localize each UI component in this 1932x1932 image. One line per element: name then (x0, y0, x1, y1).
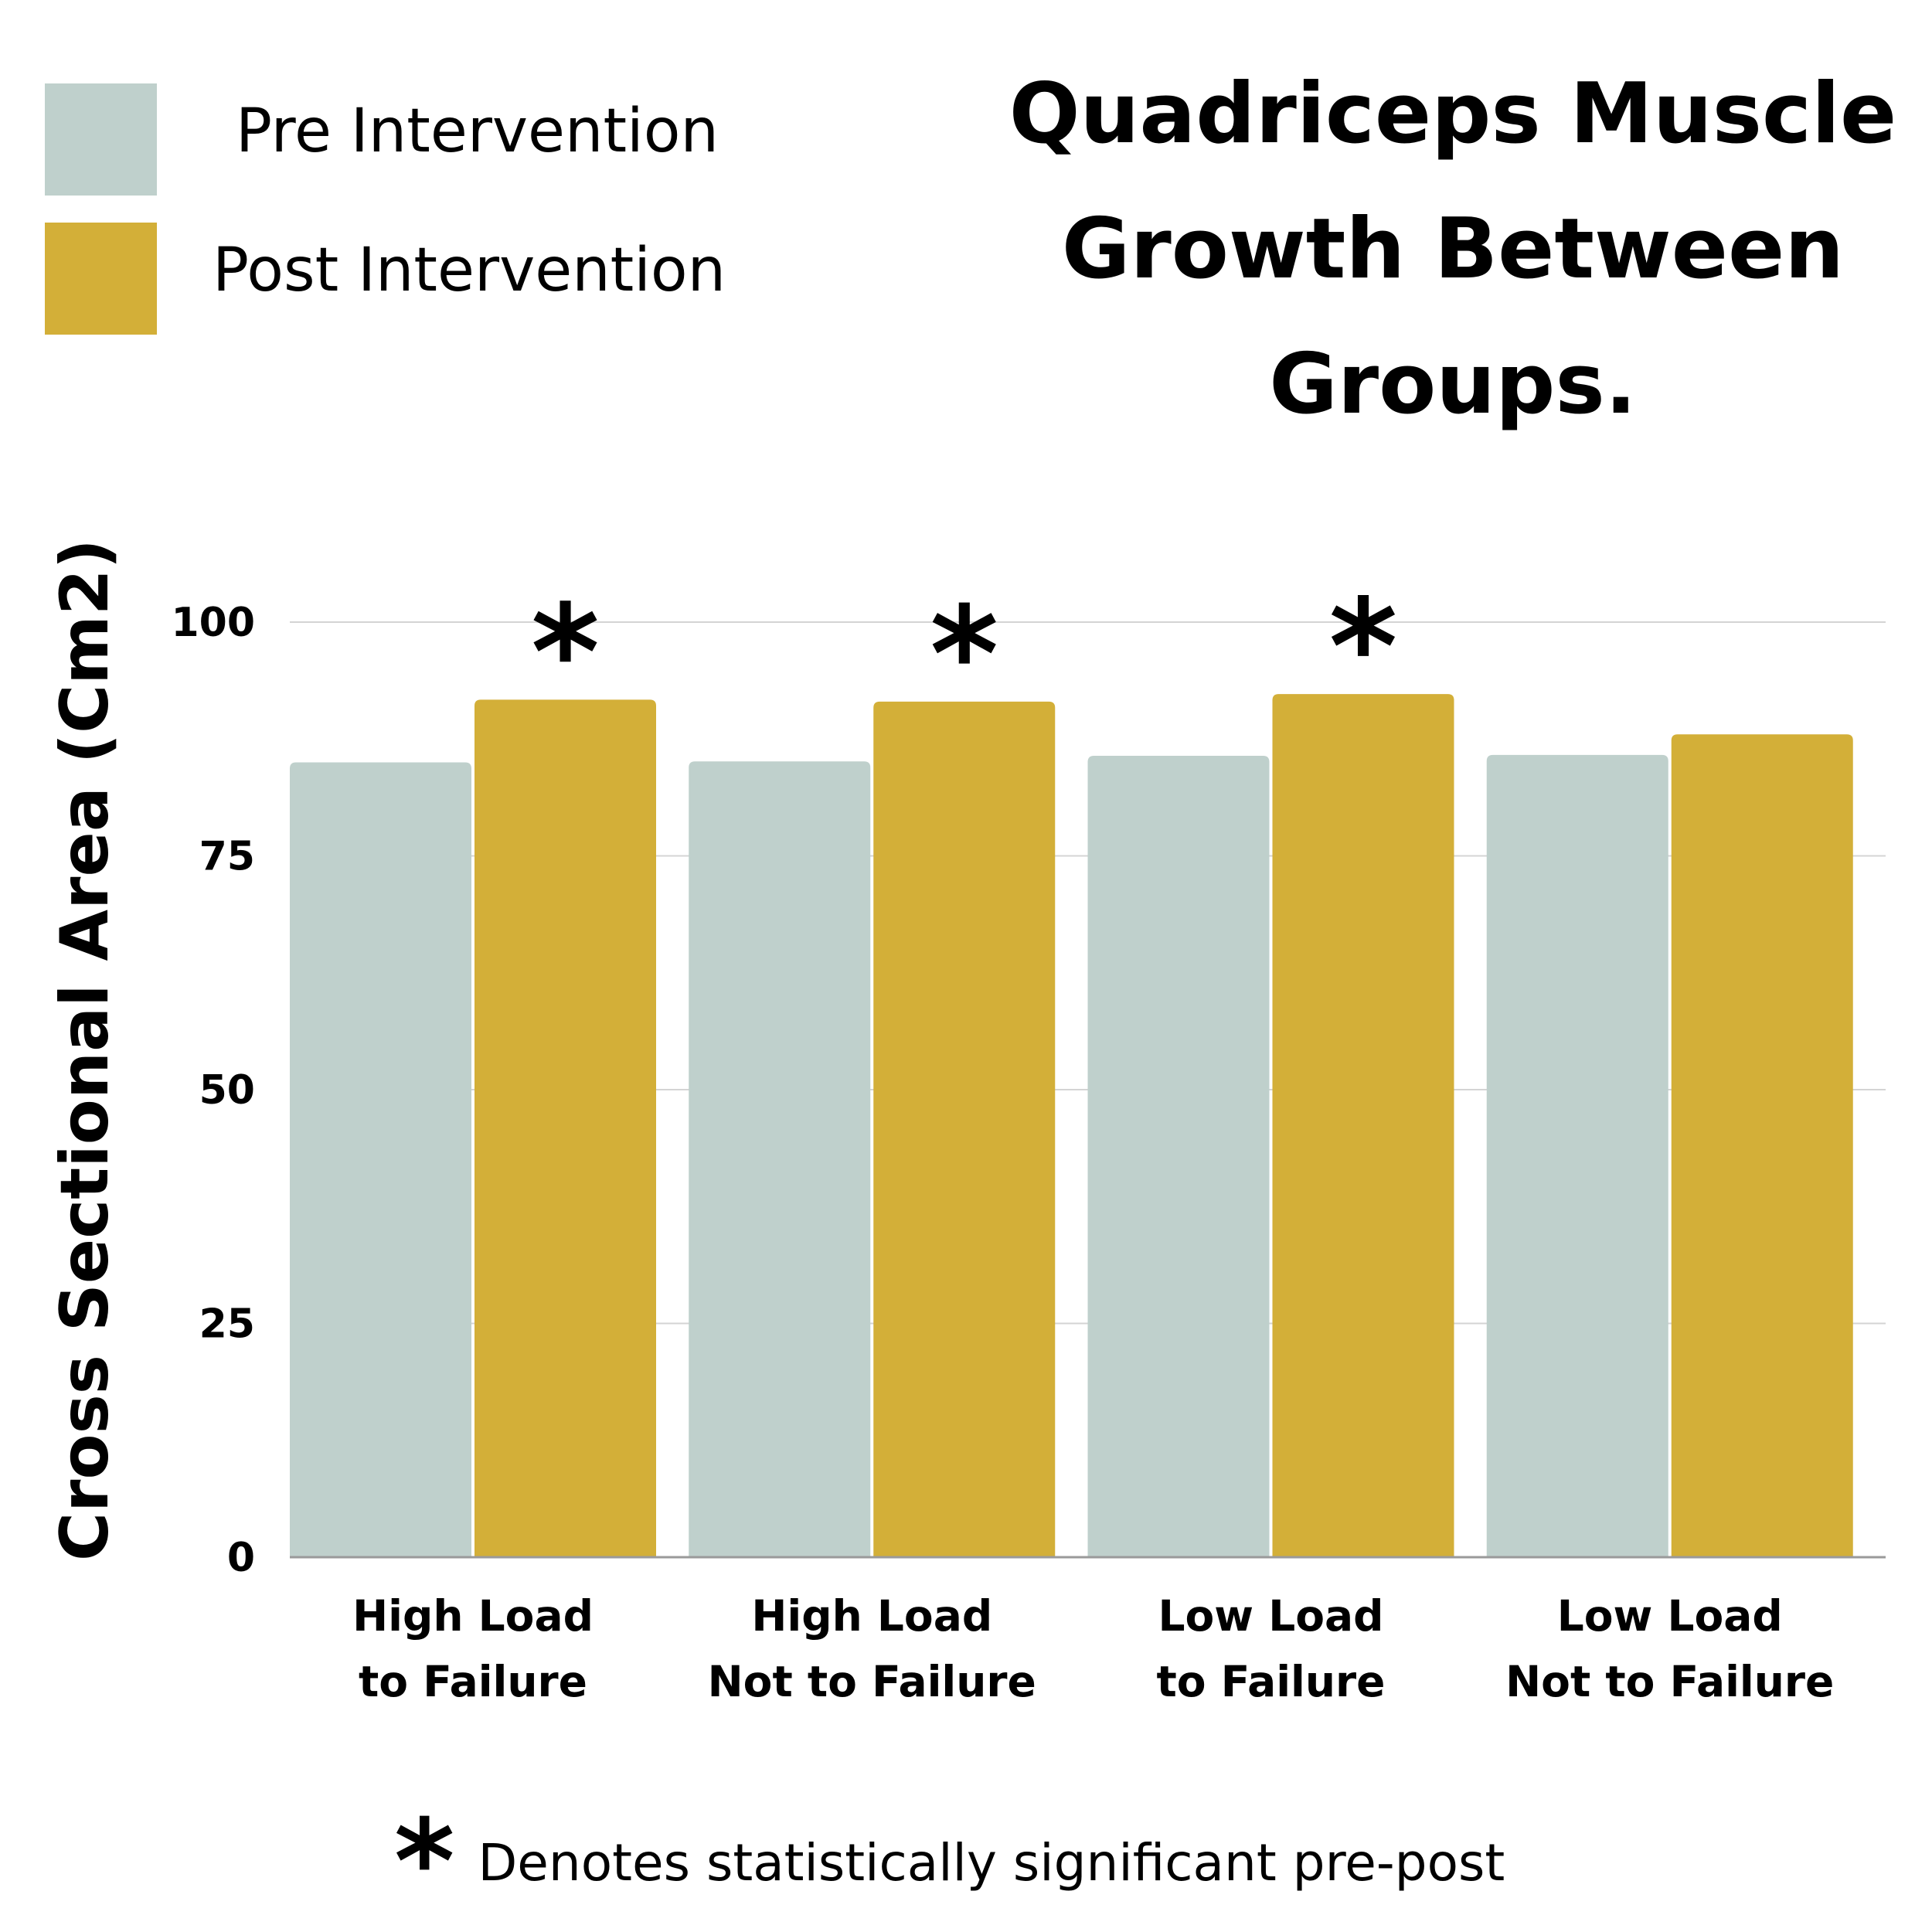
x-tick-label: to Failure (1157, 1657, 1386, 1706)
x-tick-label: Not to Failure (1505, 1657, 1834, 1706)
bar-pre (1087, 756, 1270, 1557)
x-tick-label: High Load (751, 1591, 992, 1641)
y-tick-label: 100 (171, 600, 255, 646)
legend-label-pre: Pre Intervention (236, 97, 719, 166)
y-tick-label: 25 (199, 1301, 255, 1348)
legend-swatch-pre (45, 83, 157, 196)
chart-title-line-3: Groups. (1269, 336, 1637, 433)
chart-title: Quadriceps Muscle Growth Between Groups. (989, 46, 1917, 452)
y-tick-label: 50 (199, 1067, 255, 1114)
bar-post (1671, 734, 1853, 1558)
chart-title-line-2: Growth Between (1061, 201, 1845, 298)
x-tick-label: High Load (352, 1591, 594, 1641)
bar-post (1272, 694, 1454, 1558)
bar-pre (290, 762, 471, 1557)
legend-swatch-post (45, 223, 157, 335)
x-tick-label: Low Load (1557, 1591, 1783, 1641)
significance-asterisk: * (531, 577, 600, 730)
footnote-asterisk: * (394, 1795, 455, 1930)
bar-pre (689, 761, 871, 1557)
footnote-text: Denotes statistically significant pre-po… (478, 1832, 1505, 1893)
footnote: * Denotes statistically significant pre-… (394, 1795, 1505, 1930)
bar-post (873, 701, 1056, 1557)
x-tick-label: Not to Failure (708, 1657, 1036, 1706)
legend-label-post: Post Intervention (213, 236, 726, 305)
x-tick-label: to Failure (359, 1657, 587, 1706)
significance-asterisk: * (1329, 571, 1398, 724)
bar-pre (1486, 754, 1668, 1557)
significance-asterisk: * (930, 579, 998, 732)
chart-title-line-1: Quadriceps Muscle (1009, 66, 1897, 162)
y-tick-label: 0 (227, 1535, 255, 1581)
bar-post (474, 699, 656, 1558)
y-tick-label: 75 (199, 834, 255, 880)
x-tick-label: Low Load (1158, 1591, 1383, 1641)
